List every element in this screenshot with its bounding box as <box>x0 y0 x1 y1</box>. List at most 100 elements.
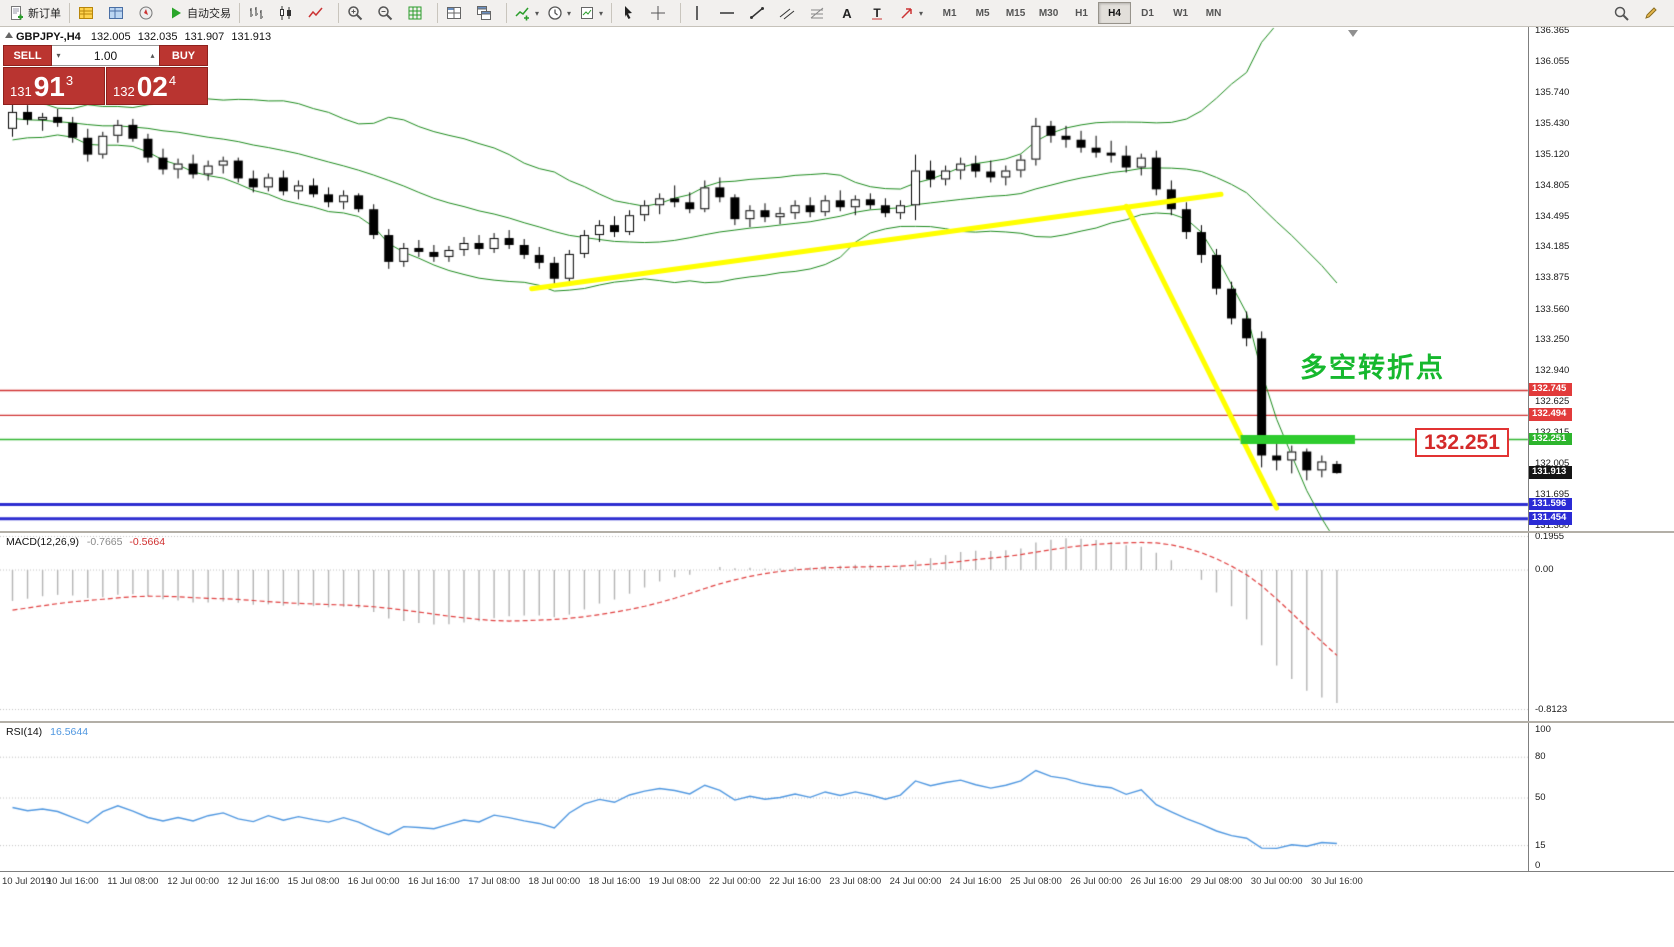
time-axis-label: 16 Jul 00:00 <box>347 876 400 887</box>
bar-chart-mode-button[interactable] <box>244 1 274 25</box>
timeframe-m5[interactable]: M5 <box>975 7 990 19</box>
data-window-button[interactable] <box>104 1 134 25</box>
hline-icon <box>719 5 735 21</box>
one-click-collapse-icon[interactable] <box>5 32 13 38</box>
timeframe-d1[interactable]: D1 <box>1141 7 1154 19</box>
panel-separator-rsi[interactable] <box>0 721 1674 723</box>
macd-indicator-label: MACD(12,26,9) -0.7665 -0.5664 <box>6 536 165 548</box>
toolbar-separator <box>239 3 240 23</box>
panel-separator-macd[interactable] <box>0 531 1674 533</box>
timeframe-m15[interactable]: M15 <box>1005 7 1026 19</box>
low-value: 131.907 <box>184 31 225 43</box>
search-icon <box>1613 5 1629 21</box>
timeframe-w1[interactable]: W1 <box>1173 7 1189 19</box>
tile-windows-button[interactable] <box>442 1 472 25</box>
timeframe-mn[interactable]: MN <box>1205 7 1222 19</box>
turning-point-annotation[interactable]: 多空转折点 <box>1300 353 1445 383</box>
chevron-down-icon: ▾ <box>535 8 540 18</box>
new-order-button[interactable]: 新订单 <box>5 1 65 25</box>
sell-button[interactable]: SELL <box>3 45 52 66</box>
bid-pips: 91 <box>33 71 65 103</box>
periods-button[interactable]: ▾ <box>543 1 575 25</box>
grid-button[interactable] <box>403 1 433 25</box>
price-tick: 132.005 <box>1535 457 1570 469</box>
templates-button[interactable]: ▾ <box>575 1 607 25</box>
search-button[interactable] <box>1609 1 1639 25</box>
indicator-icon <box>515 5 531 21</box>
sell-price-button[interactable]: 131 91 3 <box>3 67 105 105</box>
navigator-button[interactable] <box>134 1 164 25</box>
timeframe-toolbar: M1 M5 M15 M30 H1 H4 D1 W1 MN <box>933 2 1230 24</box>
trendline-button[interactable] <box>745 1 775 25</box>
volume-value[interactable]: 1.00 <box>93 48 118 63</box>
rsi-value: 16.5644 <box>50 726 89 738</box>
volume-up-icon[interactable]: ▴ <box>150 51 155 60</box>
bid-point: 3 <box>65 73 74 88</box>
buy-button[interactable]: BUY <box>159 45 208 66</box>
timeframe-m1[interactable]: M1 <box>942 7 957 19</box>
doc-plus-icon <box>9 5 25 21</box>
crosshair-button[interactable] <box>646 1 676 25</box>
cascade-windows-button[interactable] <box>472 1 502 25</box>
new-order-label: 新订单 <box>28 8 61 20</box>
grid-icon <box>407 5 423 21</box>
quick-edit-button[interactable] <box>1639 1 1669 25</box>
timeframe-h4[interactable]: H4 <box>1098 2 1132 24</box>
zoom-in-icon <box>347 5 363 21</box>
text-button[interactable]: A <box>835 1 865 25</box>
time-axis[interactable]: 10 Jul 2019 10 Jul 16:00 11 Jul 08:00 12 Ju… <box>0 871 1674 894</box>
chevron-down-icon: ▾ <box>599 8 604 18</box>
rsi-scale-tick: 15 <box>1535 839 1546 851</box>
price-tick: 136.055 <box>1535 55 1570 67</box>
template-icon <box>579 5 595 21</box>
time-axis-label: 15 Jul 08:00 <box>287 876 340 887</box>
fibonacci-button[interactable] <box>805 1 835 25</box>
timeframe-m30[interactable]: M30 <box>1038 7 1059 19</box>
price-tick: 131.695 <box>1535 488 1570 500</box>
equidistant-channel-button[interactable] <box>775 1 805 25</box>
macd-name: MACD(12,26,9) <box>6 536 79 548</box>
play-icon <box>168 5 184 21</box>
zoom-in-button[interactable] <box>343 1 373 25</box>
navigator-icon <box>138 5 154 21</box>
volume-control[interactable]: ▾ 1.00 ▴ <box>52 45 159 66</box>
market-watch-button[interactable] <box>74 1 104 25</box>
line-chart-mode-button[interactable] <box>304 1 334 25</box>
candle-chart-mode-button[interactable] <box>274 1 304 25</box>
cursor-button[interactable] <box>616 1 646 25</box>
zoom-out-button[interactable] <box>373 1 403 25</box>
time-axis-label: 19 Jul 08:00 <box>648 876 701 887</box>
ask-point: 4 <box>168 73 177 88</box>
chart-shift-marker[interactable] <box>1348 30 1358 37</box>
text-a-icon: A <box>839 5 855 21</box>
autotrading-button[interactable]: 自动交易 <box>164 1 235 25</box>
price-annotation-badge[interactable]: 132.251 <box>1415 428 1509 457</box>
timeframe-h1[interactable]: H1 <box>1075 7 1088 19</box>
arrow-objects-button[interactable]: ▾ <box>895 1 927 25</box>
pencil-icon <box>1643 5 1659 21</box>
time-axis-label: 24 Jul 00:00 <box>889 876 942 887</box>
time-axis-label: 29 Jul 08:00 <box>1190 876 1243 887</box>
time-axis-label: 23 Jul 08:00 <box>829 876 882 887</box>
buy-price-button[interactable]: 132 02 4 <box>106 67 208 105</box>
vertical-line-button[interactable] <box>685 1 715 25</box>
volume-down-icon[interactable]: ▾ <box>56 51 61 60</box>
toolbar-separator <box>611 3 613 23</box>
horizontal-line-button[interactable] <box>715 1 745 25</box>
price-tick: 134.805 <box>1535 179 1570 191</box>
fibo-icon <box>809 5 825 21</box>
text-label-button[interactable]: T <box>865 1 895 25</box>
main-toolbar: 新订单 自动交易 ▾ ▾ ▾ A T ▾ M1 M5 M15 M30 H1 H4 D1 W1 MN <box>0 0 1674 27</box>
price-axis[interactable]: 136.365 136.055 135.740 135.430 135.120 134.8… <box>1528 25 1674 871</box>
price-tick: 135.430 <box>1535 117 1570 129</box>
one-click-trading-panel: SELL ▾ 1.00 ▴ BUY 131 91 3 132 02 4 <box>3 45 208 105</box>
clock-icon <box>547 5 563 21</box>
toolbar-separator <box>437 3 438 23</box>
time-axis-label: 12 Jul 16:00 <box>227 876 280 887</box>
crosshair-icon <box>650 5 666 21</box>
indicators-button[interactable]: ▾ <box>511 1 543 25</box>
bars-icon <box>248 5 264 21</box>
price-tick: 134.495 <box>1535 210 1570 222</box>
